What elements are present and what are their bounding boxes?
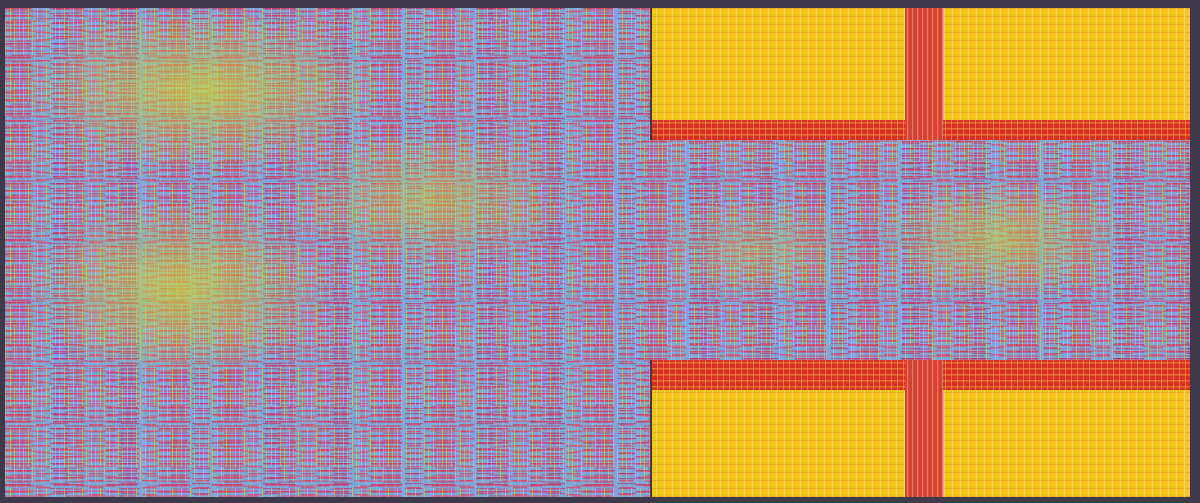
macro-bottom: [652, 360, 1190, 497]
macro-top: [652, 8, 1190, 140]
logic-region: [5, 8, 1190, 497]
